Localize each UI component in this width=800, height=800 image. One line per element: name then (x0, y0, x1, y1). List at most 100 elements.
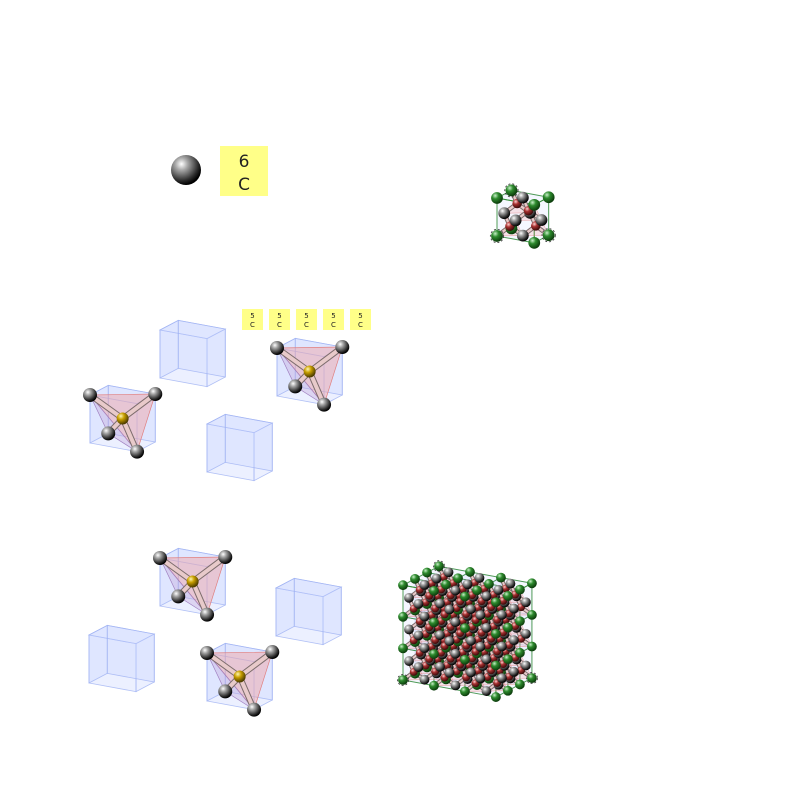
face-atom (444, 604, 455, 615)
corner-atom (527, 673, 537, 684)
mini-card (296, 309, 317, 330)
tetrahedron-face (206, 652, 255, 710)
tetrahedron-face (89, 394, 138, 452)
face-atom (521, 628, 531, 639)
cube-face (206, 413, 226, 473)
face-atom (404, 592, 414, 603)
tetrahedron-face (276, 347, 325, 405)
mini-card (350, 309, 371, 330)
face-atom (481, 686, 492, 696)
vertex-atom (218, 550, 233, 565)
face-atom (481, 622, 492, 633)
face-atom (498, 207, 511, 220)
legend-element-card (220, 146, 268, 196)
corner-atom (515, 616, 525, 627)
face-atom (419, 674, 430, 685)
face-atom (450, 617, 461, 628)
center-atom (233, 670, 246, 683)
mini-card (242, 309, 263, 330)
cube-face (88, 624, 108, 684)
face-atom (466, 667, 476, 678)
vertex-atom (288, 379, 303, 394)
vacant-site-marker (397, 674, 409, 686)
face-atom (505, 578, 516, 589)
vertex-atom (171, 589, 186, 604)
corner-atom (503, 654, 513, 665)
face-atom (435, 598, 445, 609)
mini-card-symbol: C (304, 321, 309, 329)
face-atom (497, 610, 507, 620)
corner-atom (465, 567, 475, 577)
face-atom (481, 591, 492, 602)
corner-atom (460, 623, 470, 634)
corner-atom (491, 628, 501, 639)
corner-atom (515, 584, 525, 595)
face-atom (521, 660, 531, 671)
center-atom (186, 575, 199, 588)
tetrahedron-face (159, 557, 208, 615)
cell-edge (402, 565, 440, 586)
face-atom (419, 579, 430, 590)
mini-card-number: 5 (250, 312, 254, 320)
corner-atom (429, 649, 439, 659)
face-atom (516, 191, 529, 204)
vacant-site-marker (489, 228, 505, 244)
mini-card (269, 309, 290, 330)
face-atom (435, 630, 445, 641)
vertex-atom (265, 645, 280, 660)
unit-cell (489, 183, 556, 249)
mini-card-number: 5 (304, 312, 308, 320)
corner-atom (527, 610, 537, 620)
face-atom (462, 579, 473, 590)
face-atom (516, 229, 529, 242)
corner-atom (398, 580, 408, 591)
corner-atom (434, 561, 444, 572)
corner-atom (491, 692, 501, 702)
face-atom (450, 680, 461, 691)
face-atom (475, 673, 486, 684)
face-atom (497, 673, 507, 684)
vertex-atom (200, 607, 215, 622)
corner-atom (398, 675, 408, 685)
corner-atom (410, 573, 420, 584)
mini-card-symbol: C (358, 321, 363, 329)
vertex-atom (247, 702, 262, 717)
cell-edge (402, 679, 496, 698)
cube-face (177, 319, 226, 378)
corner-atom (503, 591, 513, 601)
corner-atom (503, 622, 513, 633)
vertex-atom (200, 646, 214, 660)
corner-atom (429, 585, 439, 596)
center-atom (303, 365, 316, 378)
face-atom (509, 603, 519, 614)
face-atom (431, 573, 442, 584)
corner-atom (515, 647, 525, 658)
face-atom (404, 624, 414, 635)
corner-atom (460, 686, 470, 697)
cube-face (293, 577, 342, 636)
cube-face (275, 577, 295, 637)
face-atom (419, 643, 430, 653)
corner-atom (527, 641, 537, 652)
corner-atom (460, 591, 470, 602)
mini-card-number: 5 (277, 312, 281, 320)
corner-atom (398, 643, 408, 654)
face-atom (404, 656, 414, 666)
vacant-site-marker (433, 560, 445, 573)
corner-atom (527, 578, 537, 589)
corner-atom (472, 585, 482, 596)
face-atom (444, 667, 455, 678)
vertex-atom (148, 387, 163, 402)
face-atom (413, 598, 424, 609)
corner-atom (496, 572, 506, 583)
cell-edge (438, 565, 533, 584)
vacant-site-marker (541, 228, 556, 243)
mini-card-number: 5 (358, 312, 362, 320)
corner-atom (491, 192, 503, 204)
face-atom (475, 641, 486, 652)
corner-atom (503, 685, 513, 696)
face-atom (466, 635, 476, 646)
face-atom (474, 573, 485, 583)
face-atom (535, 214, 548, 226)
